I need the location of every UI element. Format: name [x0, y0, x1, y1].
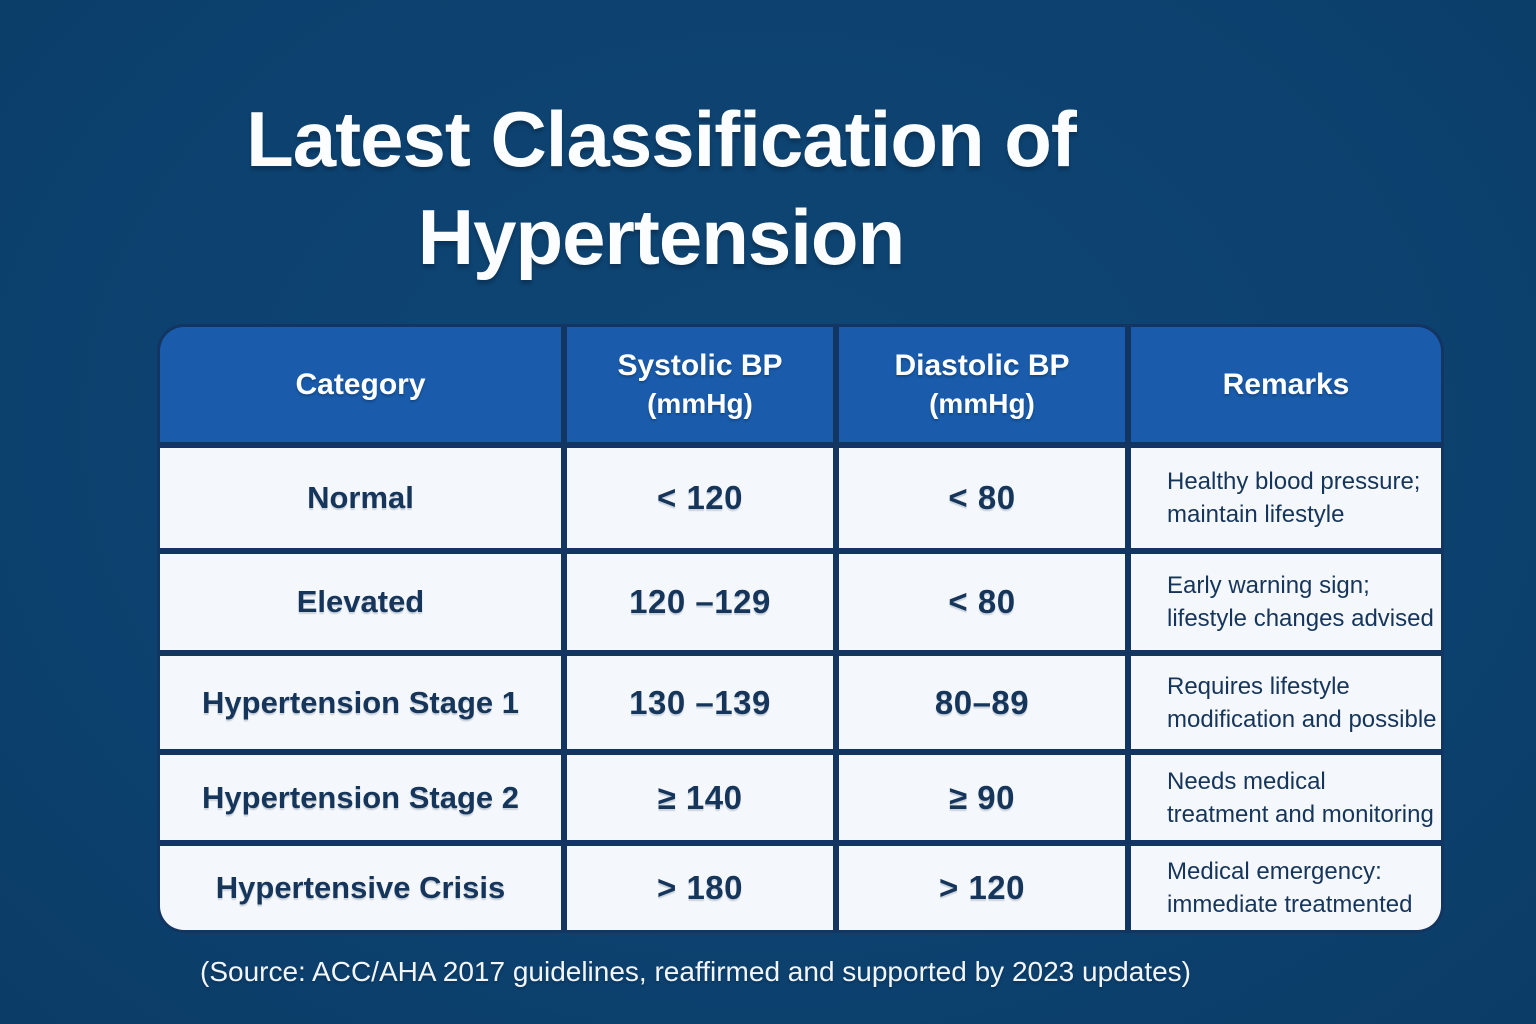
- table-cell-systolic: 130 –139: [567, 656, 833, 749]
- remarks-line: immediate treatmented: [1167, 891, 1413, 918]
- header-cell-remarks: Remarks: [1131, 327, 1441, 442]
- table-cell-systolic: 120 –129: [567, 554, 833, 650]
- header-diastolic-unit: (mmHg): [929, 388, 1035, 419]
- table-cell-remarks: Medical emergency: immediate treatmented: [1131, 846, 1441, 930]
- table-cell-remarks: Early warning sign; lifestyle changes ad…: [1131, 554, 1441, 650]
- table-cell-diastolic: ≥ 90: [839, 755, 1125, 840]
- source-note: (Source: ACC/AHA 2017 guidelines, reaffi…: [200, 956, 1191, 987]
- remarks-line: Healthy blood pressure;: [1167, 468, 1421, 495]
- page-title: Latest Classification of Hypertension: [66, 90, 1256, 286]
- table-cell-diastolic: < 80: [839, 554, 1125, 650]
- classification-table-grid: Category Systolic BP (mmHg) Diastolic BP…: [160, 327, 1441, 930]
- remarks-line: Requires lifestyle: [1167, 672, 1350, 700]
- table-cell-diastolic: > 120: [839, 846, 1125, 930]
- page-title-line1: Latest Classification of: [246, 95, 1077, 183]
- table-cell-systolic: ≥ 140: [567, 755, 833, 840]
- table-cell-category: Hypertensive Crisis: [160, 846, 561, 930]
- remarks-line: Medical emergency:: [1167, 858, 1382, 885]
- header-systolic-label: Systolic BP: [617, 349, 783, 382]
- table-cell-remarks: Requires lifestyle modification and poss…: [1131, 656, 1441, 749]
- table-cell-remarks: Healthy blood pressure; maintain lifesty…: [1131, 448, 1441, 548]
- header-cell-category: Category: [160, 327, 561, 442]
- table-cell-category: Hypertension Stage 1: [160, 656, 561, 749]
- header-category-label: Category: [295, 367, 426, 401]
- table-cell-systolic: > 180: [567, 846, 833, 930]
- header-systolic-unit: (mmHg): [647, 388, 753, 419]
- table-cell-category: Normal: [160, 448, 561, 548]
- remarks-line: Early warning sign;: [1167, 572, 1370, 599]
- header-remarks-label: Remarks: [1222, 367, 1350, 401]
- table-cell-systolic: < 120: [567, 448, 833, 548]
- remarks-line: lifestyle changes advised: [1167, 605, 1434, 632]
- table-cell-diastolic: < 80: [839, 448, 1125, 548]
- header-diastolic-label: Diastolic BP: [894, 349, 1070, 382]
- table-cell-category: Elevated: [160, 554, 561, 650]
- classification-table: Category Systolic BP (mmHg) Diastolic BP…: [157, 324, 1444, 933]
- remarks-line: maintain lifestyle: [1167, 501, 1345, 528]
- remarks-line: treatment and monitoring: [1167, 800, 1434, 828]
- page-title-line2: Hypertension: [417, 193, 905, 281]
- remarks-line: modification and possible: [1167, 705, 1437, 733]
- table-cell-category: Hypertension Stage 2: [160, 755, 561, 840]
- header-cell-systolic: Systolic BP (mmHg): [567, 327, 833, 442]
- table-cell-diastolic: 80–89: [839, 656, 1125, 749]
- remarks-line: Needs medical: [1167, 767, 1326, 795]
- header-cell-diastolic: Diastolic BP (mmHg): [839, 327, 1125, 442]
- table-cell-remarks: Needs medical treatment and monitoring: [1131, 755, 1441, 840]
